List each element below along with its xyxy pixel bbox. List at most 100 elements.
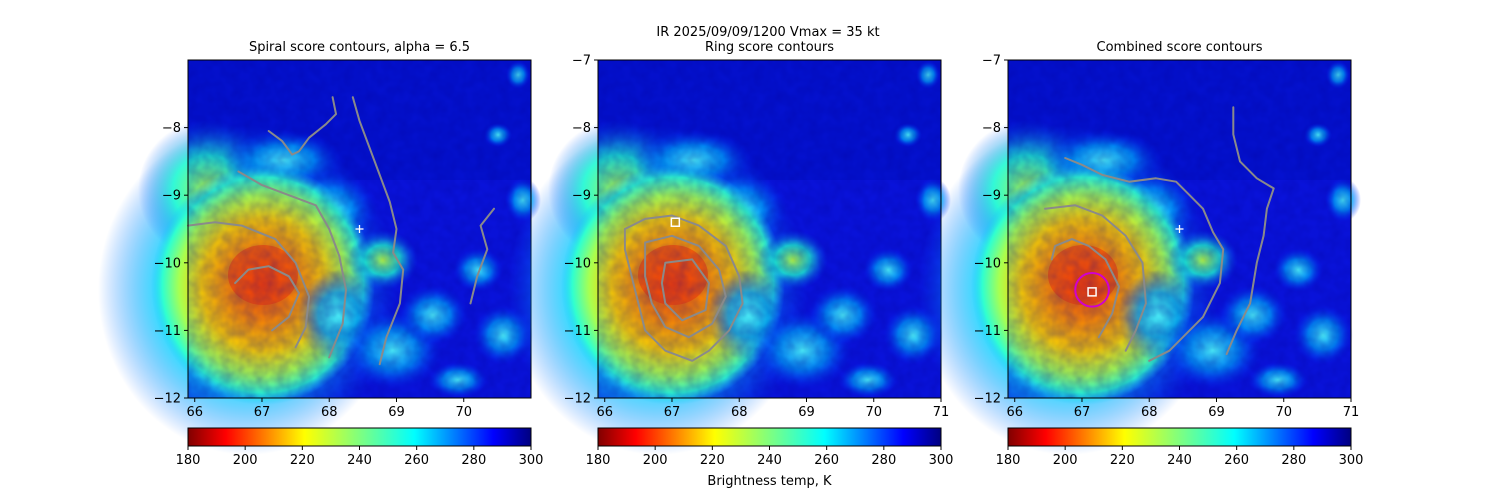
x-axis: 66 67 68 69 70 71 xyxy=(596,398,949,420)
panel-title-ring: Ring score contours xyxy=(705,40,834,55)
colorbar-bar xyxy=(1007,427,1352,447)
panel-ring: 66 67 68 69 70 71 −7 −8 −9 −10 −11 −12 Ring score … xyxy=(508,40,953,489)
y-tick-label: −11 xyxy=(154,324,181,339)
combined-markers xyxy=(1074,225,1184,308)
figure-suptitle: IR 2025/09/09/1200 Vmax = 35 kt xyxy=(656,25,879,40)
colorbar-tick-label: 220 xyxy=(700,453,725,468)
contour-line-1 xyxy=(187,221,311,349)
center-plus-marker xyxy=(1175,225,1184,233)
contour-line-4 xyxy=(351,96,405,366)
y-tick-label: −11 xyxy=(564,324,591,339)
panel-title-spiral: Spiral score contours, alpha = 6.5 xyxy=(249,40,470,55)
colorbar-tick-label: 180 xyxy=(996,453,1021,468)
colorbar-tick-label: 240 xyxy=(347,453,372,468)
x-tick-label: 69 xyxy=(798,405,815,420)
colorbar-ring: 180 200 220 240 260 280 300 xyxy=(586,427,954,468)
panel-spiral: 66 67 68 69 70 −8 −9 −10 −11 −12 Spiral score co… xyxy=(98,40,543,468)
colorbar-tick-label: 220 xyxy=(1110,453,1135,468)
colorbar-bar xyxy=(597,427,942,447)
y-tick-label: −9 xyxy=(982,189,1001,204)
colorbar-bar xyxy=(187,427,532,447)
contour-line-5 xyxy=(469,207,495,305)
contour-line-2 xyxy=(1064,157,1225,362)
combined-score-contours xyxy=(1044,106,1275,362)
y-tick-label: −8 xyxy=(162,121,181,136)
x-tick-label: 67 xyxy=(664,405,681,420)
colorbar-tick-label: 300 xyxy=(519,453,544,468)
contour-line-0 xyxy=(623,214,744,362)
contour-line-2 xyxy=(237,170,347,359)
center-plus-marker xyxy=(355,225,364,233)
contour-line-1 xyxy=(644,234,727,339)
colorbar-tick-label: 300 xyxy=(1339,453,1364,468)
contour-line-3 xyxy=(267,96,337,156)
x-tick-label: 71 xyxy=(1343,405,1360,420)
x-tick-label: 70 xyxy=(865,405,882,420)
colorbar-tick-label: 260 xyxy=(1224,453,1249,468)
contour-line-2 xyxy=(660,258,710,322)
contour-line-0 xyxy=(234,265,300,332)
x-tick-label: 68 xyxy=(731,405,748,420)
x-tick-label: 69 xyxy=(1208,405,1225,420)
x-tick-label: 66 xyxy=(596,405,613,420)
colorbar-label: Brightness temp, K xyxy=(707,474,832,489)
y-tick-label: −12 xyxy=(154,392,181,407)
panel-title-combined: Combined score contours xyxy=(1097,40,1263,55)
center-circle-marker xyxy=(1074,272,1110,308)
colorbar-tick-label: 280 xyxy=(1281,453,1306,468)
center-square-marker xyxy=(670,217,681,227)
y-tick-label: −7 xyxy=(982,54,1001,69)
x-axis: 66 67 68 69 70 xyxy=(186,398,472,420)
x-tick-label: 67 xyxy=(1074,405,1091,420)
colorbar-combined: 180 200 220 240 260 280 300 xyxy=(996,427,1364,468)
colorbar-spiral: 180 200 220 240 260 280 300 xyxy=(176,427,544,468)
colorbar-tick-label: 260 xyxy=(404,453,429,468)
y-tick-label: −10 xyxy=(154,256,181,271)
y-tick-label: −8 xyxy=(572,121,591,136)
x-tick-label: 66 xyxy=(1006,405,1023,420)
y-axis: −7 −8 −9 −10 −11 −12 xyxy=(564,54,598,407)
colorbar-tick-label: 240 xyxy=(1167,453,1192,468)
y-tick-label: −10 xyxy=(974,256,1001,271)
x-tick-label: 70 xyxy=(1275,405,1292,420)
panel-combined: 66 67 68 69 70 71 −7 −8 −9 −10 −11 −12 Combined sc… xyxy=(918,40,1363,468)
x-tick-label: 67 xyxy=(254,405,271,420)
x-tick-label: 71 xyxy=(933,405,950,420)
center-square-marker xyxy=(1087,287,1097,297)
y-tick-label: −10 xyxy=(564,256,591,271)
y-tick-label: −11 xyxy=(974,324,1001,339)
colorbar-tick-label: 180 xyxy=(586,453,611,468)
spiral-markers xyxy=(355,225,364,233)
x-tick-label: 68 xyxy=(1141,405,1158,420)
contour-line-3 xyxy=(1225,106,1275,356)
plot-frame xyxy=(1007,59,1352,399)
y-axis: −8 −9 −10 −11 −12 xyxy=(154,121,188,407)
y-tick-label: −12 xyxy=(564,392,591,407)
colorbar-tick-label: 280 xyxy=(871,453,896,468)
ring-markers xyxy=(670,217,681,227)
y-axis: −7 −8 −9 −10 −11 −12 xyxy=(974,54,1008,407)
contour-line-1 xyxy=(1044,204,1147,352)
y-tick-label: −9 xyxy=(572,189,591,204)
y-tick-label: −7 xyxy=(572,54,591,69)
x-tick-label: 66 xyxy=(186,405,203,420)
colorbar-tick-label: 300 xyxy=(929,453,954,468)
colorbar-tick-label: 200 xyxy=(1053,453,1078,468)
x-tick-label: 70 xyxy=(455,405,472,420)
colorbar-tick-label: 220 xyxy=(290,453,315,468)
colorbar-tick-label: 240 xyxy=(757,453,782,468)
colorbar-tick-label: 200 xyxy=(233,453,258,468)
y-tick-label: −8 xyxy=(982,121,1001,136)
ring-score-contours xyxy=(623,214,744,362)
contour-line-0 xyxy=(1050,238,1120,339)
x-axis: 66 67 68 69 70 71 xyxy=(1006,398,1359,420)
colorbar-tick-label: 180 xyxy=(176,453,201,468)
colorbar-tick-label: 260 xyxy=(814,453,839,468)
x-tick-label: 68 xyxy=(321,405,338,420)
y-tick-label: −9 xyxy=(162,189,181,204)
colorbar-tick-label: 200 xyxy=(643,453,668,468)
colorbar-tick-label: 280 xyxy=(461,453,486,468)
y-tick-label: −12 xyxy=(974,392,1001,407)
spiral-score-contours xyxy=(187,96,495,366)
